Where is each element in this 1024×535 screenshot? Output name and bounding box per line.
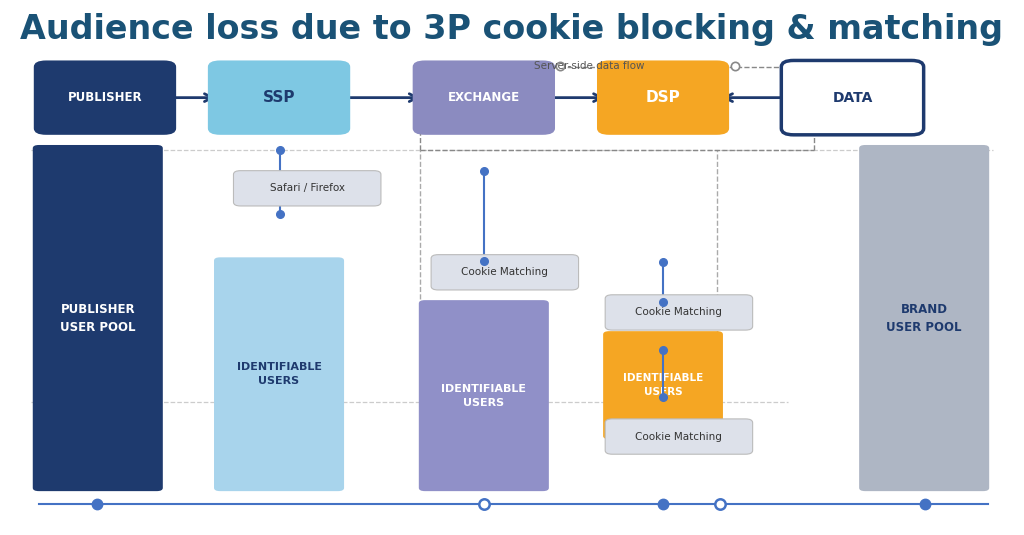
Text: Cookie Matching: Cookie Matching xyxy=(462,268,548,277)
Text: Audience loss due to 3P cookie blocking & matching: Audience loss due to 3P cookie blocking … xyxy=(20,13,1004,47)
FancyBboxPatch shape xyxy=(419,300,549,491)
Text: EXCHANGE: EXCHANGE xyxy=(447,91,520,104)
Text: SSP: SSP xyxy=(263,90,295,105)
FancyBboxPatch shape xyxy=(214,257,344,491)
FancyBboxPatch shape xyxy=(34,60,176,135)
FancyBboxPatch shape xyxy=(208,60,350,135)
Text: Server-side data flow: Server-side data flow xyxy=(534,62,644,71)
FancyBboxPatch shape xyxy=(605,419,753,454)
Text: Cookie Matching: Cookie Matching xyxy=(636,308,722,317)
Text: DATA: DATA xyxy=(833,90,872,105)
Text: BRAND
USER POOL: BRAND USER POOL xyxy=(887,303,962,333)
FancyBboxPatch shape xyxy=(597,60,729,135)
FancyBboxPatch shape xyxy=(413,60,555,135)
Text: DSP: DSP xyxy=(646,90,680,105)
FancyBboxPatch shape xyxy=(605,295,753,330)
FancyBboxPatch shape xyxy=(859,145,989,491)
Text: PUBLISHER
USER POOL: PUBLISHER USER POOL xyxy=(60,303,135,333)
FancyBboxPatch shape xyxy=(431,255,579,290)
Text: Safari / Firefox: Safari / Firefox xyxy=(269,184,345,193)
FancyBboxPatch shape xyxy=(33,145,163,491)
FancyBboxPatch shape xyxy=(603,331,723,439)
Text: PUBLISHER: PUBLISHER xyxy=(68,91,142,104)
Text: Cookie Matching: Cookie Matching xyxy=(636,432,722,441)
Text: IDENTIFIABLE
USERS: IDENTIFIABLE USERS xyxy=(441,384,526,408)
FancyBboxPatch shape xyxy=(781,60,924,135)
FancyBboxPatch shape xyxy=(233,171,381,206)
Text: IDENTIFIABLE
USERS: IDENTIFIABLE USERS xyxy=(623,373,703,397)
Text: IDENTIFIABLE
USERS: IDENTIFIABLE USERS xyxy=(237,362,322,386)
